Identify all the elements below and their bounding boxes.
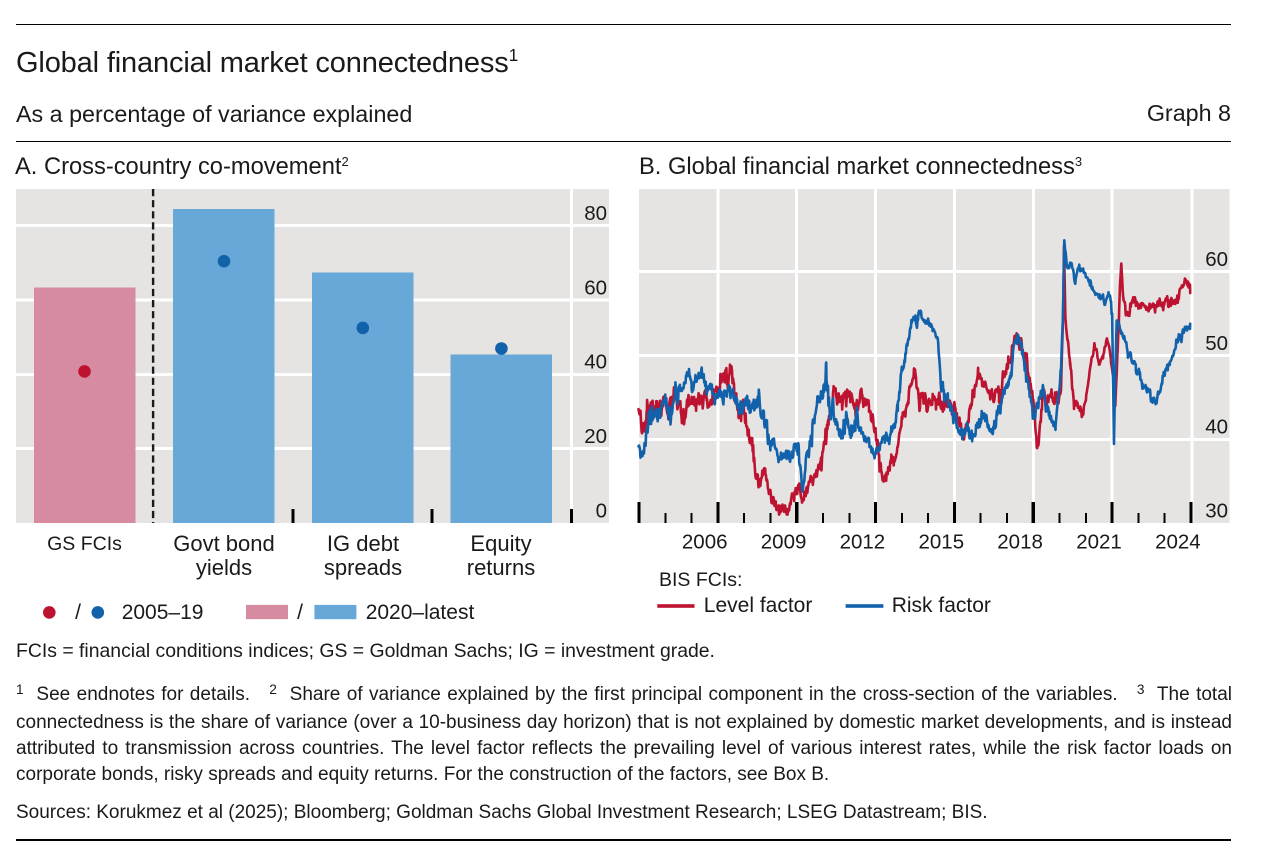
svg-text:2009: 2009 (761, 531, 807, 554)
svg-text:40: 40 (584, 351, 607, 374)
svg-text:20: 20 (584, 425, 607, 448)
svg-text:0: 0 (596, 499, 607, 522)
svg-text:40: 40 (1205, 416, 1228, 439)
svg-text:2018: 2018 (997, 531, 1043, 554)
svg-text:Risk factor: Risk factor (892, 594, 991, 617)
svg-text:/: / (75, 601, 81, 624)
svg-text:/: / (297, 601, 303, 624)
svg-text:2012: 2012 (840, 531, 886, 554)
svg-text:2020–latest: 2020–latest (366, 601, 475, 624)
svg-text:60: 60 (1205, 248, 1228, 271)
svg-text:2006: 2006 (682, 531, 728, 554)
svg-text:50: 50 (1205, 332, 1228, 355)
svg-text:80: 80 (584, 202, 607, 225)
svg-text:2021: 2021 (1076, 531, 1122, 554)
svg-text:2015: 2015 (918, 531, 964, 554)
svg-text:Level factor: Level factor (704, 594, 813, 617)
svg-text:30: 30 (1205, 499, 1228, 522)
svg-text:2005–19: 2005–19 (122, 601, 204, 624)
svg-text:2024: 2024 (1155, 531, 1201, 554)
svg-text:60: 60 (584, 276, 607, 299)
